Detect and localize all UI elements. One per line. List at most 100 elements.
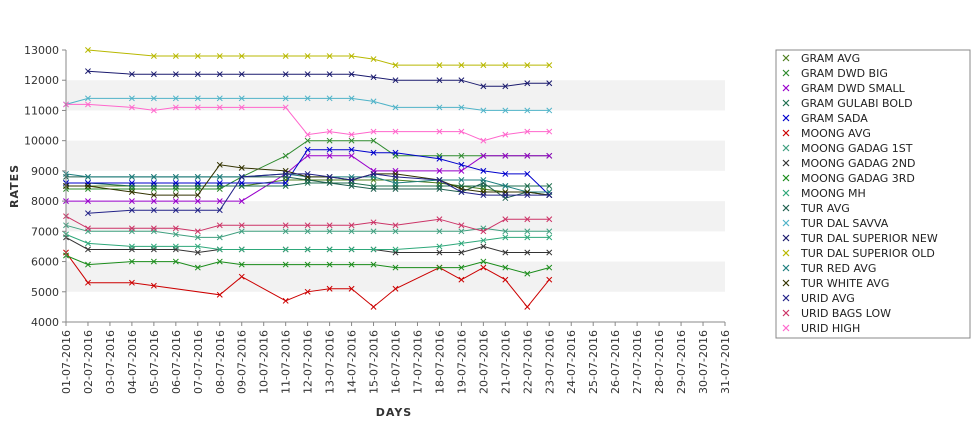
data-point — [326, 53, 333, 59]
data-point — [436, 155, 443, 162]
legend-marker — [782, 294, 790, 302]
data-point — [458, 177, 465, 183]
data-point — [370, 74, 377, 81]
data-point — [458, 161, 465, 168]
data-point — [524, 249, 531, 256]
y-tick-label: 11000 — [24, 104, 59, 117]
x-tick-label: 18-07-2016 — [433, 330, 446, 394]
x-tick-label: 10-07-2016 — [258, 330, 271, 394]
data-point — [524, 128, 531, 135]
data-point — [370, 137, 377, 144]
data-point — [282, 95, 289, 102]
data-point — [172, 71, 179, 78]
data-point — [480, 152, 487, 159]
data-point — [304, 170, 311, 177]
data-point — [458, 167, 465, 174]
data-point — [326, 246, 333, 253]
data-point — [480, 83, 487, 90]
legend-marker — [782, 84, 790, 92]
x-tick-label: 25-07-2016 — [587, 330, 600, 394]
x-tick-label: 27-07-2016 — [631, 330, 644, 394]
legend-label: GRAM DWD BIG — [801, 67, 888, 80]
data-point — [128, 243, 135, 250]
data-point — [194, 53, 201, 59]
data-point — [85, 173, 91, 180]
data-point — [128, 173, 135, 180]
legend-marker — [782, 144, 790, 152]
data-point — [480, 237, 487, 244]
y-tick-label: 13000 — [24, 44, 59, 57]
data-point — [216, 95, 223, 102]
data-point — [502, 170, 509, 177]
data-point — [546, 264, 553, 271]
data-point — [85, 246, 91, 253]
data-point — [194, 234, 201, 241]
data-point — [304, 53, 311, 59]
data-point — [238, 53, 245, 59]
data-point — [85, 240, 91, 247]
data-point — [128, 95, 135, 102]
data-point — [282, 53, 289, 59]
data-point — [172, 207, 179, 214]
data-point — [326, 146, 333, 153]
data-point — [304, 228, 311, 235]
legend-marker — [782, 69, 790, 77]
data-point — [85, 101, 91, 108]
data-point — [546, 107, 553, 114]
legend-marker — [782, 309, 790, 317]
data-point — [150, 53, 157, 59]
data-point — [194, 207, 201, 214]
x-tick-label: 31-07-2016 — [719, 330, 732, 394]
data-point — [348, 152, 355, 159]
data-point — [370, 219, 377, 226]
data-point — [480, 243, 487, 250]
data-point — [480, 264, 487, 271]
x-axis-ticks: 01-07-2016 02-07-2016 03-07-2016 04-07-2016… — [60, 322, 732, 394]
data-point — [128, 71, 135, 78]
legend-marker — [782, 234, 790, 242]
data-point — [150, 198, 157, 205]
grid-band — [66, 80, 725, 111]
data-point — [282, 152, 289, 159]
series-layer — [63, 47, 553, 310]
x-tick-label: 12-07-2016 — [302, 330, 315, 394]
legend-items: GRAM AVG GRAM DWD BIG GRAM DWD SMALL GRAM G… — [782, 52, 938, 335]
data-point — [392, 285, 399, 292]
data-point — [370, 149, 377, 156]
data-point — [370, 303, 377, 310]
legend-marker — [782, 159, 790, 167]
legend-marker — [782, 189, 790, 197]
data-point — [172, 180, 179, 186]
data-point — [392, 228, 399, 235]
data-point — [392, 77, 399, 84]
y-tick-label: 6000 — [31, 256, 59, 269]
data-point — [370, 56, 377, 63]
data-point — [238, 95, 245, 102]
data-point — [348, 183, 355, 189]
data-point — [216, 161, 223, 168]
data-point — [524, 234, 531, 241]
data-point — [502, 276, 509, 283]
series-urid-high — [63, 101, 553, 144]
data-point — [172, 173, 179, 180]
data-point — [326, 137, 333, 144]
x-tick-label: 21-07-2016 — [499, 330, 512, 394]
x-tick-label: 22-07-2016 — [521, 330, 534, 394]
data-point — [128, 180, 135, 186]
data-point — [150, 71, 157, 78]
x-tick-label: 11-07-2016 — [280, 330, 293, 394]
series-moong-gadag-1st — [63, 222, 553, 241]
data-point — [194, 243, 201, 250]
data-point — [436, 228, 443, 235]
y-tick-label: 7000 — [31, 225, 59, 238]
x-tick-label: 23-07-2016 — [543, 330, 556, 394]
data-point — [194, 180, 201, 186]
data-point — [194, 71, 201, 78]
data-point — [128, 279, 135, 286]
data-point — [524, 303, 531, 310]
data-point — [502, 62, 509, 69]
data-point — [282, 246, 289, 253]
data-point — [172, 53, 179, 59]
data-point — [436, 167, 443, 174]
